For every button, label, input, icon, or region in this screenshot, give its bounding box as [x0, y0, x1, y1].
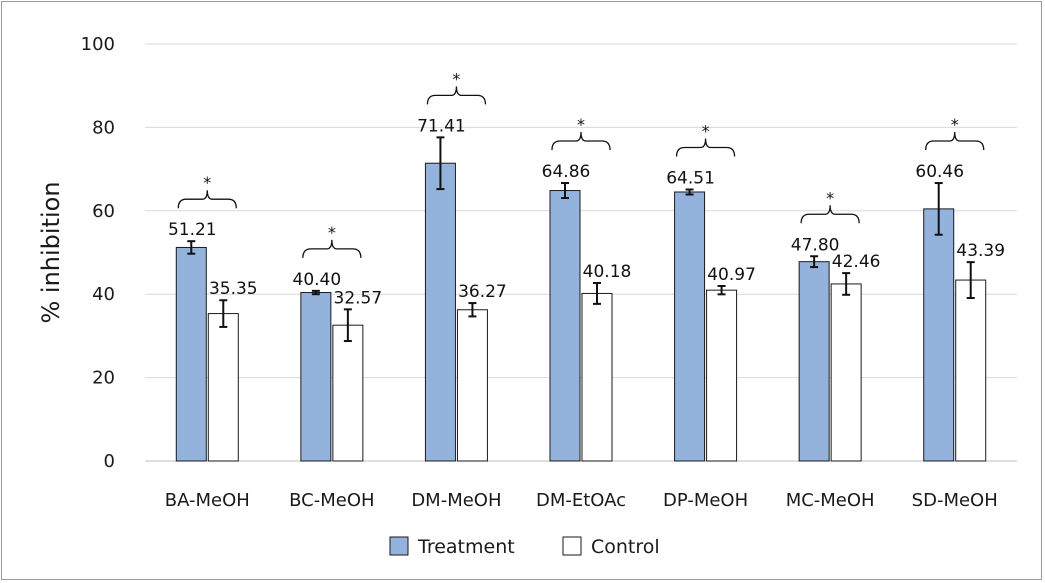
- legend-swatch-control: [562, 536, 582, 556]
- bar-control-SD-MeOH: [955, 279, 987, 462]
- data-label-treatment: 40.40: [293, 270, 342, 290]
- bar-treatment-MC-MeOH: [798, 261, 830, 462]
- data-label-control: 36.27: [458, 282, 507, 302]
- data-label-treatment: 64.86: [542, 162, 591, 182]
- significance-bracket-DM-MeOH: [426, 86, 487, 105]
- x-tick-label-BA-MeOH: BA-MeOH: [165, 490, 250, 511]
- y-axis-title: % inhibition: [37, 181, 65, 323]
- data-label-treatment: 71.41: [417, 116, 466, 136]
- significance-marker: *: [826, 188, 834, 207]
- legend-label-control: Control: [591, 536, 660, 558]
- legend-label-treatment: Treatment: [417, 536, 515, 558]
- x-tick-label-MC-MeOH: MC-MeOH: [786, 490, 875, 511]
- bar-control-MC-MeOH: [830, 283, 862, 462]
- significance-bracket-BA-MeOH: [177, 190, 237, 209]
- data-label-treatment: 51.21: [168, 220, 217, 240]
- x-tick-label-DP-MeOH: DP-MeOH: [663, 490, 748, 511]
- significance-bracket-DP-MeOH: [675, 138, 736, 157]
- significance-bracket-DM-EtOAc: [551, 132, 611, 151]
- y-tick-label: 0: [104, 451, 115, 472]
- y-tick-label: 20: [92, 368, 115, 389]
- significance-marker: *: [577, 115, 585, 134]
- bar-control-DM-EtOAc: [581, 292, 613, 462]
- data-label-treatment: 60.46: [915, 162, 964, 182]
- significance-bracket-MC-MeOH: [800, 205, 860, 224]
- y-tick-label: 60: [92, 201, 115, 222]
- bar-treatment-BC-MeOH: [300, 292, 332, 462]
- bar-control-DP-MeOH: [706, 289, 738, 462]
- x-tick-label-BC-MeOH: BC-MeOH: [289, 490, 374, 511]
- bar-treatment-DP-MeOH: [674, 191, 706, 462]
- legend-swatch-treatment: [389, 536, 409, 556]
- data-label-control: 40.18: [583, 262, 632, 282]
- data-label-control: 43.39: [956, 241, 1005, 261]
- data-label-control: 32.57: [334, 288, 383, 308]
- significance-marker: *: [951, 115, 959, 134]
- data-label-control: 40.97: [707, 265, 756, 285]
- data-label-control: 35.35: [209, 279, 258, 299]
- bar-treatment-SD-MeOH: [923, 208, 955, 462]
- significance-marker: *: [328, 223, 336, 242]
- bar-control-BC-MeOH: [332, 324, 364, 462]
- data-label-control: 42.46: [832, 252, 881, 272]
- bar-treatment-DM-EtOAc: [549, 190, 581, 462]
- significance-bracket-SD-MeOH: [925, 132, 985, 151]
- bar-treatment-DM-MeOH: [424, 162, 456, 462]
- significance-marker: *: [203, 173, 211, 192]
- data-label-treatment: 47.80: [791, 235, 840, 255]
- bar-control-BA-MeOH: [207, 313, 239, 462]
- y-tick-label: 40: [92, 284, 115, 305]
- bar-control-DM-MeOH: [456, 309, 488, 462]
- y-tick-label: 100: [81, 34, 115, 55]
- y-tick-label: 80: [92, 117, 115, 138]
- data-label-treatment: 64.51: [666, 168, 715, 188]
- x-tick-label-DM-MeOH: DM-MeOH: [411, 490, 501, 511]
- x-tick-label-SD-MeOH: SD-MeOH: [912, 490, 998, 511]
- bar-treatment-BA-MeOH: [175, 246, 207, 462]
- x-tick-label-DM-EtOAc: DM-EtOAc: [536, 490, 626, 511]
- significance-marker: *: [702, 121, 710, 140]
- significance-bracket-BC-MeOH: [302, 239, 362, 258]
- significance-marker: *: [452, 69, 460, 88]
